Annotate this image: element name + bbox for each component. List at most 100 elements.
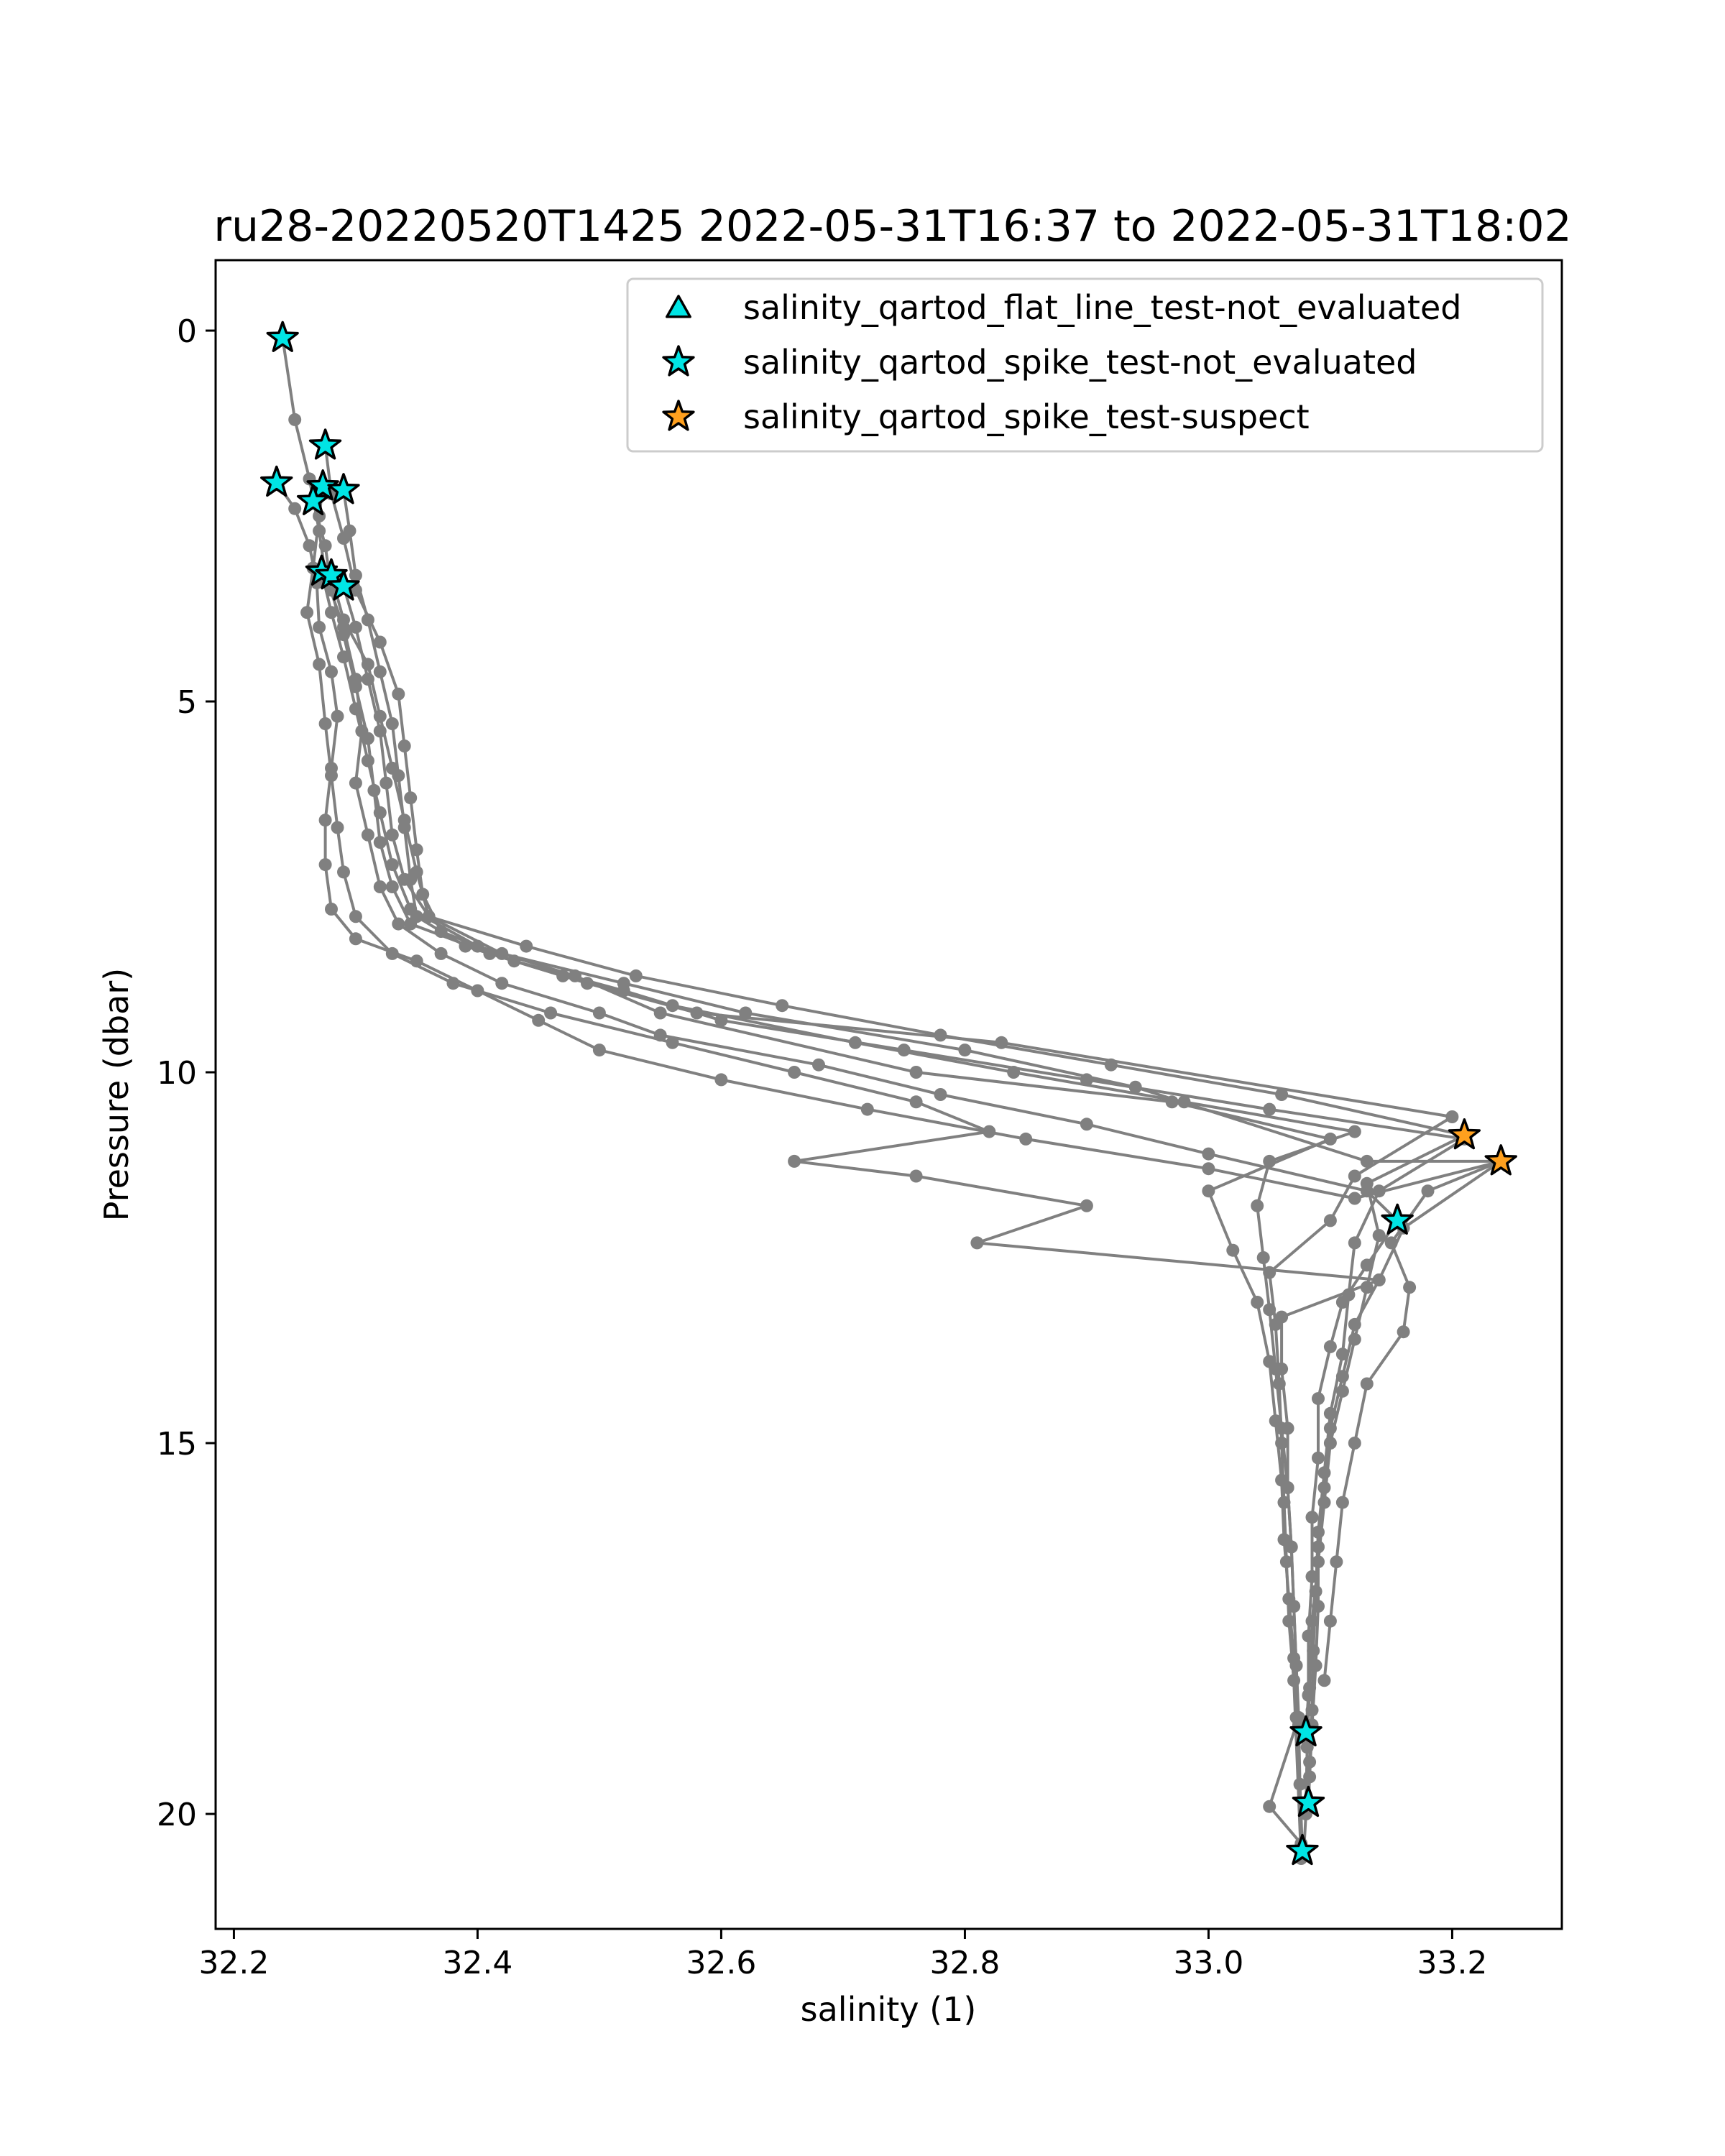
profile-point [1269, 1317, 1282, 1331]
profile-point [392, 917, 405, 931]
profile-point [532, 1013, 546, 1027]
profile-point [1307, 1644, 1320, 1657]
profile-point [404, 903, 418, 916]
profile-point [1330, 1555, 1343, 1569]
profile-point [592, 1044, 606, 1057]
qc-marker-group [1448, 1118, 1517, 1176]
profile-point [495, 946, 509, 960]
profile-point [983, 1125, 996, 1138]
legend-triangle-marker [666, 295, 691, 318]
profile-point [385, 717, 399, 730]
profile-point [373, 806, 387, 819]
profile-point [1305, 1614, 1319, 1628]
profile-point [318, 539, 332, 553]
profile-point [788, 1066, 801, 1079]
profile-point [1263, 1800, 1276, 1813]
profile-point [970, 1236, 984, 1250]
profile-point [520, 939, 533, 953]
profile-point [739, 1006, 753, 1020]
profile-point [1202, 1184, 1215, 1198]
star-marker [306, 469, 339, 501]
profile-point [404, 791, 418, 805]
star-marker [327, 473, 360, 505]
profile-point [313, 620, 326, 634]
profile-point [788, 1154, 801, 1168]
profile-point [325, 606, 338, 619]
legend: salinity_qartod_flat_line_test-not_evalu… [626, 277, 1544, 453]
profile-point [337, 865, 350, 879]
profile-point [385, 761, 399, 775]
profile-line [311, 500, 1454, 1859]
profile-point [1348, 1332, 1361, 1346]
profile-point [1312, 1392, 1325, 1406]
profile-point [1263, 1355, 1276, 1368]
profile-point [1312, 1451, 1325, 1465]
profile-point [1403, 1281, 1417, 1294]
profile-point [361, 673, 374, 686]
legend-star-marker [662, 400, 695, 431]
profile-point [1202, 1162, 1215, 1176]
profile-point [629, 969, 643, 982]
profile-point [1275, 1088, 1289, 1101]
profile-point [1372, 1229, 1386, 1243]
star-marker [1381, 1203, 1414, 1235]
profile-point [1019, 1132, 1033, 1146]
profile-point [397, 872, 411, 886]
axes: 32.2 32.4 32.6 32.8 33.0 33.2 0 5 10 15 20 [157, 313, 1487, 1981]
profile-point [1323, 1132, 1337, 1146]
profile-point [592, 1006, 606, 1020]
profile-point [1277, 1496, 1291, 1509]
profile-point [373, 880, 387, 893]
profile-point [349, 568, 362, 582]
y-tick-label: 5 [177, 684, 197, 721]
profile-point [404, 917, 418, 931]
profile-line [275, 482, 1503, 1803]
profile-point [1372, 1184, 1386, 1198]
profile-point [1335, 1384, 1349, 1398]
profile-point [1348, 1192, 1361, 1205]
profile-point [1323, 1406, 1337, 1420]
profile-point [909, 1169, 923, 1183]
profile-point [495, 977, 509, 990]
profile-point [1305, 1511, 1319, 1524]
profile-point [380, 776, 393, 790]
profile-7 [315, 565, 1337, 1724]
x-tick-label: 33.2 [1417, 1945, 1487, 1981]
chart-title: ru28-20220520T1425 2022-05-31T16:37 to 2… [213, 201, 1571, 252]
profile-point [288, 413, 302, 426]
profile-point [1289, 1710, 1303, 1724]
profile-point [1128, 1080, 1142, 1094]
profile-point [446, 977, 460, 990]
profile-point [343, 524, 356, 538]
profile-point [1323, 1214, 1337, 1227]
profile-line [342, 489, 1356, 1845]
profile-point [337, 650, 350, 664]
profile-point [392, 687, 405, 701]
profile-point [1277, 1533, 1291, 1547]
profile-point [349, 932, 362, 946]
profile-point [373, 635, 387, 649]
y-tick-label: 0 [177, 313, 197, 350]
profile-point [1303, 1755, 1317, 1769]
profile-point [385, 858, 399, 872]
profile-point [1348, 1236, 1361, 1250]
profile-point [397, 814, 411, 827]
x-tick-label: 32.8 [929, 1945, 1000, 1981]
profile-point [653, 1006, 667, 1020]
profile-line [320, 571, 1332, 1718]
x-tick-label: 32.4 [442, 1945, 512, 1981]
star-marker [266, 321, 299, 352]
qc-marker-group [260, 321, 1414, 1866]
y-tick-label: 10 [157, 1055, 197, 1092]
profile-point [1317, 1496, 1331, 1509]
profile-point [1202, 1147, 1215, 1161]
profile-point [1335, 1348, 1349, 1361]
profile-point [1282, 1592, 1296, 1606]
profile-point [1445, 1110, 1459, 1123]
profile-6 [306, 494, 1459, 1865]
profile-point [337, 628, 350, 642]
profile-point [1275, 1473, 1289, 1487]
profile-point [1335, 1496, 1349, 1509]
star-marker [1289, 1715, 1322, 1747]
